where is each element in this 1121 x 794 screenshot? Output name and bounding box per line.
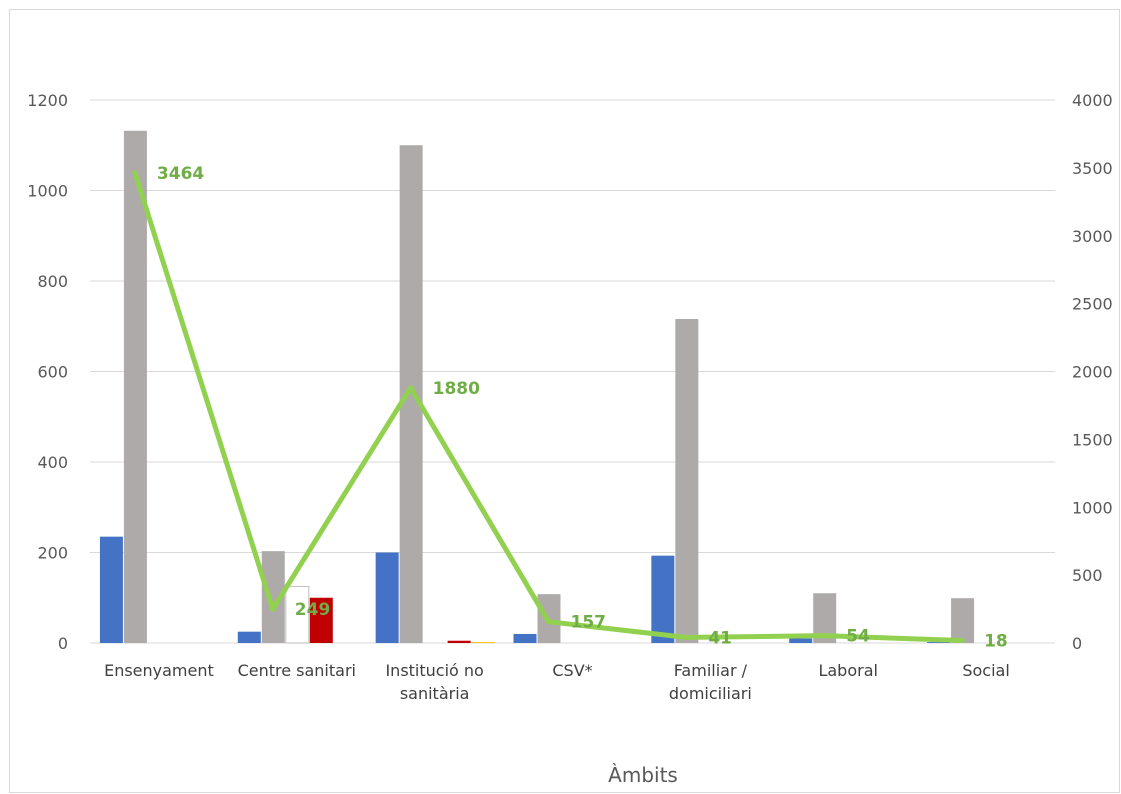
bar [927, 642, 951, 643]
y2-tick-label: 2500 [1072, 295, 1113, 314]
data-label: 41 [708, 628, 732, 648]
data-label: 157 [571, 613, 607, 633]
bar [399, 145, 423, 643]
category-label: Laboral [818, 661, 878, 680]
y2-tick-label: 2000 [1072, 363, 1113, 382]
data-label: 249 [295, 600, 331, 620]
bar [237, 631, 261, 643]
data-label: 1880 [433, 379, 480, 399]
y-tick-label: 1200 [27, 91, 68, 110]
bar [309, 597, 333, 643]
category-label: Centre sanitari [238, 661, 356, 680]
bar [375, 552, 399, 643]
bar [261, 551, 285, 643]
line-series-path [132, 172, 963, 644]
y-tick-label: 200 [37, 544, 68, 563]
bar [99, 536, 123, 643]
y2-tick-label: 1000 [1072, 498, 1113, 517]
bar [675, 319, 699, 643]
y-tick-label: 1000 [27, 182, 68, 201]
y2-tick-label: 4000 [1072, 91, 1113, 110]
line-point [132, 170, 138, 176]
y-tick-label: 0 [58, 634, 68, 653]
y-tick-label: 600 [37, 363, 68, 382]
bar [513, 633, 537, 643]
line-point [683, 634, 689, 640]
category-label: Social [962, 661, 1009, 680]
category-label: Institució no [385, 661, 483, 680]
data-label: 3464 [157, 164, 204, 184]
bar [951, 598, 975, 643]
y-axis-secondary: 0 500 1000 1500 2000 2500 3000 3500 4000 [1072, 91, 1113, 653]
bar [789, 638, 813, 643]
y-axis-primary: 0 200 400 600 800 1000 1200 [27, 91, 68, 653]
category-label: sanitària [400, 684, 470, 703]
line-point [546, 619, 551, 625]
category-label: Ensenyament [104, 661, 214, 680]
category-label: Familiar / [674, 661, 748, 680]
y2-tick-label: 500 [1072, 566, 1103, 585]
x-axis-categories: Ensenyament Centre sanitari Institució no s… [104, 661, 1010, 703]
y-tick-label: 800 [37, 272, 68, 291]
data-label: 54 [846, 627, 870, 647]
y2-tick-label: 3500 [1072, 159, 1113, 178]
y2-tick-label: 3000 [1072, 227, 1113, 246]
y2-tick-label: 1500 [1072, 430, 1113, 449]
bar [123, 130, 147, 643]
line-point [270, 606, 276, 612]
category-label: domiciliari [669, 684, 752, 703]
bar [447, 640, 471, 643]
bar [813, 593, 837, 643]
line-point [408, 385, 414, 391]
line-series: 3464 249 1880 157 41 54 18 [132, 164, 1008, 652]
line-point [821, 633, 827, 639]
bar [651, 555, 675, 643]
y2-tick-label: 0 [1072, 634, 1082, 653]
bar [285, 585, 310, 644]
x-axis-title: Àmbits [608, 763, 678, 787]
category-label: CSV* [552, 661, 592, 680]
data-label: 18 [984, 632, 1008, 652]
bar [471, 642, 495, 643]
chart-area [9, 9, 1120, 793]
y-tick-label: 400 [37, 453, 68, 472]
bars [99, 130, 975, 644]
line-point [959, 638, 965, 644]
gridlines [90, 99, 1055, 644]
